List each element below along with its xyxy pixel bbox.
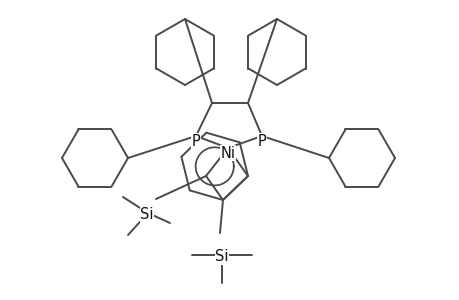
Text: Ni: Ni	[220, 146, 235, 160]
Text: P: P	[191, 134, 200, 148]
Text: Si: Si	[140, 208, 153, 223]
Text: Si: Si	[215, 250, 228, 265]
Text: P: P	[257, 134, 266, 148]
